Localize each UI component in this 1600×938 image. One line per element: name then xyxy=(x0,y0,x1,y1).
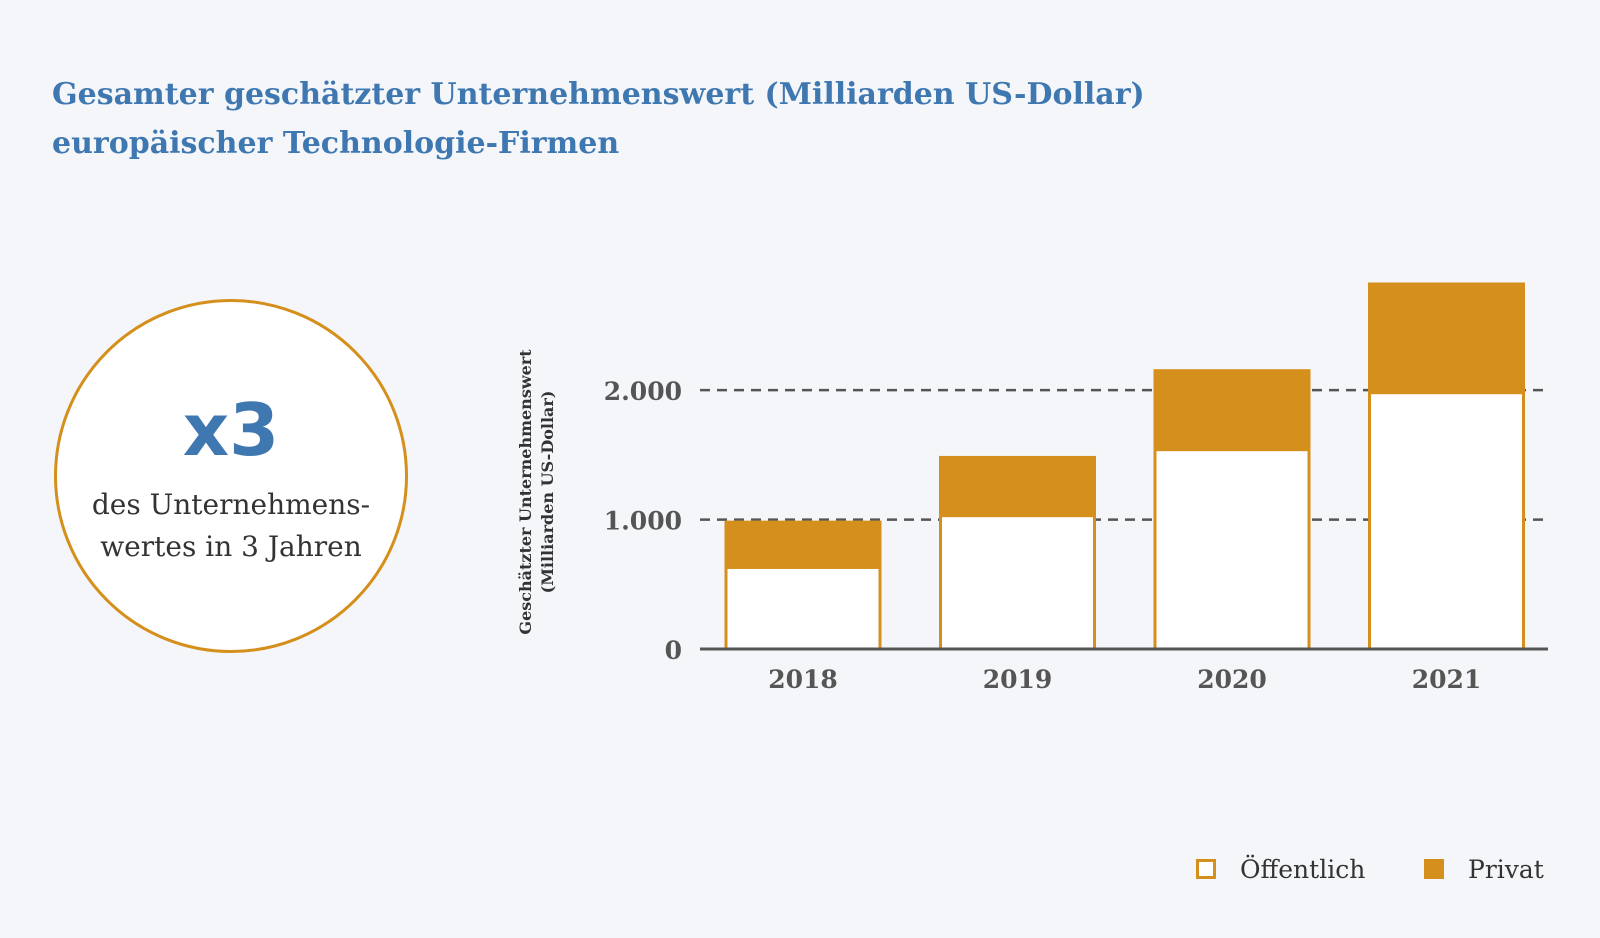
bar-private-2020 xyxy=(1153,369,1311,452)
x-tick-label-2020: 2020 xyxy=(1197,665,1267,694)
legend-item-private: Privat xyxy=(1424,854,1544,884)
y-tick-label-1: 1.000 xyxy=(604,507,682,536)
y-tick-label-0: 0 xyxy=(665,636,682,665)
legend-label-private: Privat xyxy=(1468,854,1544,884)
bar-public-2021 xyxy=(1368,391,1525,651)
legend-label-public: Öffentlich xyxy=(1240,854,1366,884)
bar-private-2019 xyxy=(939,455,1096,518)
y-axis-label: Geschätzter Unternehmenswert (Milliarden … xyxy=(516,349,557,635)
y-axis-label-line-1: Geschätzter Unternehmenswert xyxy=(516,349,535,635)
bar-private-2021 xyxy=(1368,282,1525,395)
x-tick-label-2019: 2019 xyxy=(983,665,1053,694)
legend-swatch-public xyxy=(1196,859,1216,879)
growth-caption-line-2: wertes in 3 Jahren xyxy=(100,530,362,563)
chart-title: Gesamter geschätzter Unternehmenswert (M… xyxy=(52,70,1252,168)
bar-public-2020 xyxy=(1153,448,1311,651)
growth-multiplier: x3 xyxy=(182,388,280,472)
bar-public-2019 xyxy=(939,514,1096,651)
chart-title-line-1: Gesamter geschätzter Unternehmenswert (M… xyxy=(52,77,1145,112)
legend-item-public: Öffentlich xyxy=(1196,854,1365,884)
legend-swatch-private xyxy=(1424,859,1444,879)
x-tick-label-2018: 2018 xyxy=(768,665,838,694)
growth-caption-line-1: des Unternehmens- xyxy=(91,488,371,521)
y-axis-label-line-2: (Milliarden US-Dollar) xyxy=(538,391,557,594)
chart-title-line-2: europäischer Technologie-Firmen xyxy=(52,126,620,161)
bar-public-2018 xyxy=(724,565,882,651)
x-tick-label-2021: 2021 xyxy=(1412,665,1482,694)
y-tick-label-2: 2.000 xyxy=(604,377,682,406)
growth-caption: des Unternehmens- wertes in 3 Jahren xyxy=(57,484,405,568)
growth-badge: x3 des Unternehmens- wertes in 3 Jahren xyxy=(54,299,408,653)
bar-private-2018 xyxy=(724,520,882,569)
